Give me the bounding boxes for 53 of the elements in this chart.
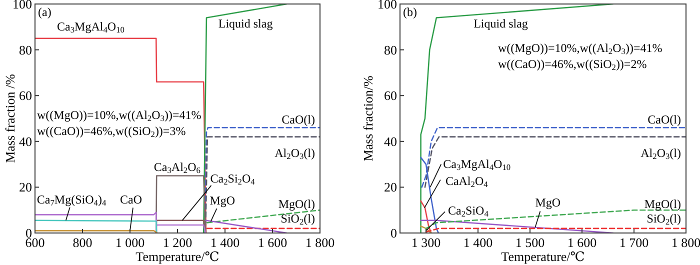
y-tick-label: 80 <box>384 42 397 58</box>
annotation: Liquid slag <box>218 16 273 31</box>
y-tick-label: 100 <box>378 0 397 12</box>
y-tick-label: 60 <box>19 88 32 104</box>
annotation: Al$_{2}$O$_{3}$(l) <box>640 146 681 161</box>
chart-title: (a) <box>38 5 52 19</box>
annotation: Ca$_{3}$MgAl$_{4}$O$_{10}$ <box>443 157 511 172</box>
annotation: SiO$_{2}$(l) <box>280 211 315 226</box>
annotation: MgO <box>210 194 236 208</box>
x-axis-title: Temperature/℃ <box>136 249 220 264</box>
annotation: CaO(l) <box>648 112 681 127</box>
annotation: Ca$_{3}$Al$_{2}$O$_{6}$ <box>154 160 200 175</box>
x-tick-label: 1 600 <box>567 235 597 250</box>
x-tick-label: 1 200 <box>162 235 192 250</box>
annotation: MgO <box>535 195 561 210</box>
x-tick-label: 1 400 <box>210 235 240 250</box>
annotation: Al$_{2}$O$_{3}$(l) <box>274 146 315 161</box>
chart-title: (b) <box>403 5 417 19</box>
annotation: MgO(l) <box>278 197 315 212</box>
annotation: Liquid slag <box>474 16 528 31</box>
x-tick-label: 1 500 <box>515 235 545 250</box>
x-tick-label: 1 400 <box>463 235 493 250</box>
annotation: Ca$_{7}$Mg(SiO$_{4}$)$_{4}$ <box>36 192 107 208</box>
annotation: MgO(l) <box>644 197 681 212</box>
annotation: Ca$_{3}$MgAl$_{4}$O$_{10}$ <box>57 19 124 34</box>
annotation: w((CaO))=46%,w((SiO$_{2}$))=2% <box>498 57 647 72</box>
y-tick-label: 0 <box>390 226 397 240</box>
annotation: w((MgO))=10%,w((Al$_{2}$O$_{3}$))=41% <box>37 108 202 123</box>
annotation: SiO$_{2}$(l) <box>646 211 681 226</box>
x-tick-label: 1 000 <box>115 235 145 250</box>
x-tick-label: 1 700 <box>619 235 649 250</box>
x-axis-title: Temperature/℃ <box>501 249 585 264</box>
x-tick-label: 1 300 <box>411 235 441 250</box>
x-tick-label: 800 <box>72 235 92 250</box>
x-tick-label: 1 800 <box>305 235 335 250</box>
x-tick-label: 1 800 <box>671 235 700 250</box>
annotation: Ca$_{2}$Si$_{2}$O$_{4}$ <box>210 171 256 186</box>
y-tick-label: 40 <box>384 134 397 149</box>
y-tick-label: 100 <box>12 0 32 12</box>
y-axis-title: Mass fraction /% <box>2 74 18 163</box>
y-tick-label: 40 <box>19 134 32 149</box>
annotation: CaO <box>120 192 142 207</box>
y-tick-label: 20 <box>384 180 397 195</box>
y-tick-label: 20 <box>19 180 32 195</box>
annotation: Ca$_{2}$SiO$_{4}$ <box>448 204 490 219</box>
annotation: CaAl$_{2}$O$_{4}$ <box>445 174 489 189</box>
annotation: w((CaO))=46%,w((SiO$_{2}$))=3% <box>37 124 186 139</box>
y-tick-label: 80 <box>19 42 32 58</box>
annotation: w((MgO))=10%,w((Al$_{2}$O$_{3}$))=41% <box>498 41 662 56</box>
x-tick-label: 1 600 <box>258 235 288 250</box>
annotation: CaO(l) <box>282 112 315 127</box>
y-tick-label: 60 <box>384 88 397 104</box>
y-axis-title: Mass fraction/% <box>360 76 376 162</box>
